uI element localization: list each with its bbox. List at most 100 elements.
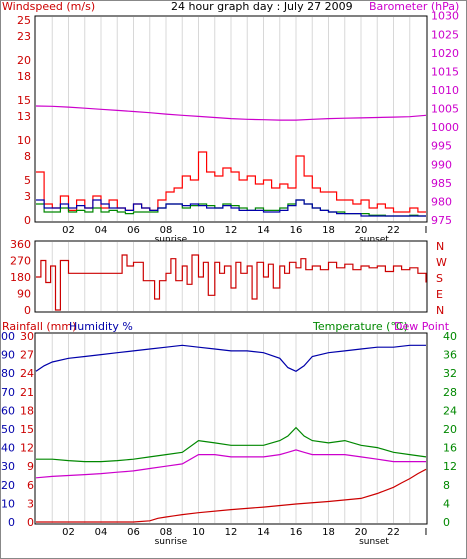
- y-tick-label: 18: [17, 70, 31, 83]
- series-line-2: [35, 449, 426, 479]
- compass-label: S: [436, 272, 443, 285]
- y-tick-label: 23: [17, 30, 31, 43]
- y-tick-label: 0: [24, 214, 31, 227]
- y-tick-label-right: 40: [443, 330, 457, 343]
- series-line-3: [36, 468, 427, 523]
- x-tick-label: 16: [290, 225, 303, 236]
- chart-title: 24 hour graph day : July 27 2009: [171, 0, 353, 13]
- y-tick-label: 360: [10, 238, 31, 251]
- compass-label: E: [436, 288, 443, 301]
- x-tick-label: 10: [192, 527, 205, 538]
- y-tick-label: 15: [17, 94, 31, 107]
- wind-barometer-panel: Windspeed (m/s) 24 hour graph day : July…: [2, 0, 459, 245]
- humidity-tick-label: 70: [1, 386, 15, 399]
- y-tick-label-right: 980: [431, 195, 452, 208]
- rainfall-axis-label: Rainfall (mm): [2, 320, 76, 333]
- y-tick-label-right: 1010: [431, 84, 459, 97]
- rainfall-tick-label: 24: [20, 367, 34, 380]
- x-tick-label: 18: [322, 527, 335, 538]
- humidity-tick-label: 10: [1, 497, 15, 510]
- humidity-tick-label: 80: [1, 367, 15, 380]
- x-tick-label: I: [425, 527, 428, 538]
- humidity-axis-label: Humidity %: [69, 320, 133, 333]
- rainfall-tick-label: 27: [20, 349, 34, 362]
- y-tick-label-right: 1015: [431, 65, 459, 78]
- y-tick-label: 25: [17, 14, 31, 27]
- y-tick-label-right: 32: [443, 367, 457, 380]
- y-tick-label-right: 36: [443, 349, 457, 362]
- windspeed-axis-label: Windspeed (m/s): [2, 0, 95, 13]
- y-tick-label-right: 990: [431, 158, 452, 171]
- y-tick-label: 3: [24, 190, 31, 203]
- y-tick-label-right: 1030: [431, 10, 459, 23]
- y-tick-label-right: 0: [443, 516, 450, 529]
- y-tick-label-right: 975: [431, 214, 452, 227]
- y-tick-label: 180: [10, 271, 31, 284]
- y-tick-label-right: 1020: [431, 47, 459, 60]
- series-line-1: [36, 426, 427, 463]
- dewpoint-axis-label: Dew Point: [394, 320, 450, 333]
- marker-label-sunrise: sunrise: [155, 537, 188, 547]
- compass-label: N: [436, 304, 444, 317]
- humidity-tick-label: 50: [1, 423, 15, 436]
- y-tick-label-right: 16: [443, 442, 457, 455]
- x-tick-label: 22: [387, 527, 400, 538]
- x-tick-label: I: [425, 225, 428, 236]
- y-tick-label: 270: [10, 255, 31, 268]
- y-tick-label-right: 8: [443, 479, 450, 492]
- y-tick-label-right: 20: [443, 423, 457, 436]
- marker-label-sunrise: sunrise: [155, 235, 188, 245]
- x-tick-label: 08: [160, 225, 173, 236]
- humidity-tick-label: 0: [8, 516, 15, 529]
- compass-label: N: [436, 240, 444, 253]
- humidity-tick-label: 40: [1, 442, 15, 455]
- y-tick-label-right: 28: [443, 386, 457, 399]
- x-tick-label: 02: [62, 527, 75, 538]
- series-line-0: [35, 344, 426, 372]
- series-line-0: [35, 105, 427, 121]
- rainfall-tick-label: 15: [20, 423, 34, 436]
- x-tick-label: 06: [127, 225, 140, 236]
- rainfall-tick-label: 9: [27, 460, 34, 473]
- x-tick-label: 06: [127, 527, 140, 538]
- y-tick-label-right: 1025: [431, 28, 459, 41]
- rainfall-tick-label: 18: [20, 404, 34, 417]
- rainfall-tick-label: 0: [27, 516, 34, 529]
- y-tick-label-right: 1000: [431, 121, 459, 134]
- x-tick-label: 10: [192, 225, 205, 236]
- y-tick-label-right: 12: [443, 460, 457, 473]
- x-tick-label: 22: [387, 225, 400, 236]
- rainfall-tick-label: 30: [20, 330, 34, 343]
- x-tick-label: 16: [290, 527, 303, 538]
- x-tick-label: 14: [257, 527, 270, 538]
- x-tick-label: 14: [257, 225, 270, 236]
- y-tick-label-right: 4: [443, 497, 450, 510]
- y-tick-label-right: 995: [431, 140, 452, 153]
- x-tick-label: 02: [62, 225, 75, 236]
- rainfall-tick-label: 6: [27, 479, 34, 492]
- series-line-0: [36, 254, 427, 311]
- temperature-axis-label: Temperature (°C): [312, 320, 408, 333]
- y-tick-label: 20: [17, 54, 31, 67]
- rainfall-tick-label: 12: [20, 442, 34, 455]
- x-tick-label: 18: [322, 225, 335, 236]
- x-tick-label: 12: [225, 527, 238, 538]
- marker-label-sunset: sunset: [359, 235, 389, 245]
- y-tick-label: 13: [17, 110, 31, 123]
- y-tick-label: 90: [17, 288, 31, 301]
- y-tick-label-right: 985: [431, 177, 452, 190]
- rainfall-tick-label: 3: [27, 497, 34, 510]
- humidity-tick-label: 90: [1, 349, 15, 362]
- x-tick-label: 04: [95, 527, 108, 538]
- series-line-3: [36, 199, 426, 217]
- y-tick-label-right: 24: [443, 404, 457, 417]
- y-tick-label: 5: [24, 174, 31, 187]
- humidity-tick-label: 100: [0, 330, 15, 343]
- y-tick-label: 10: [17, 134, 31, 147]
- rain-humidity-temp-panel: Rainfall (mm) Humidity % Temperature (°C…: [0, 320, 457, 547]
- marker-label-sunset: sunset: [359, 537, 389, 547]
- x-tick-label: 12: [225, 225, 238, 236]
- humidity-tick-label: 20: [1, 479, 15, 492]
- compass-label: W: [436, 256, 447, 269]
